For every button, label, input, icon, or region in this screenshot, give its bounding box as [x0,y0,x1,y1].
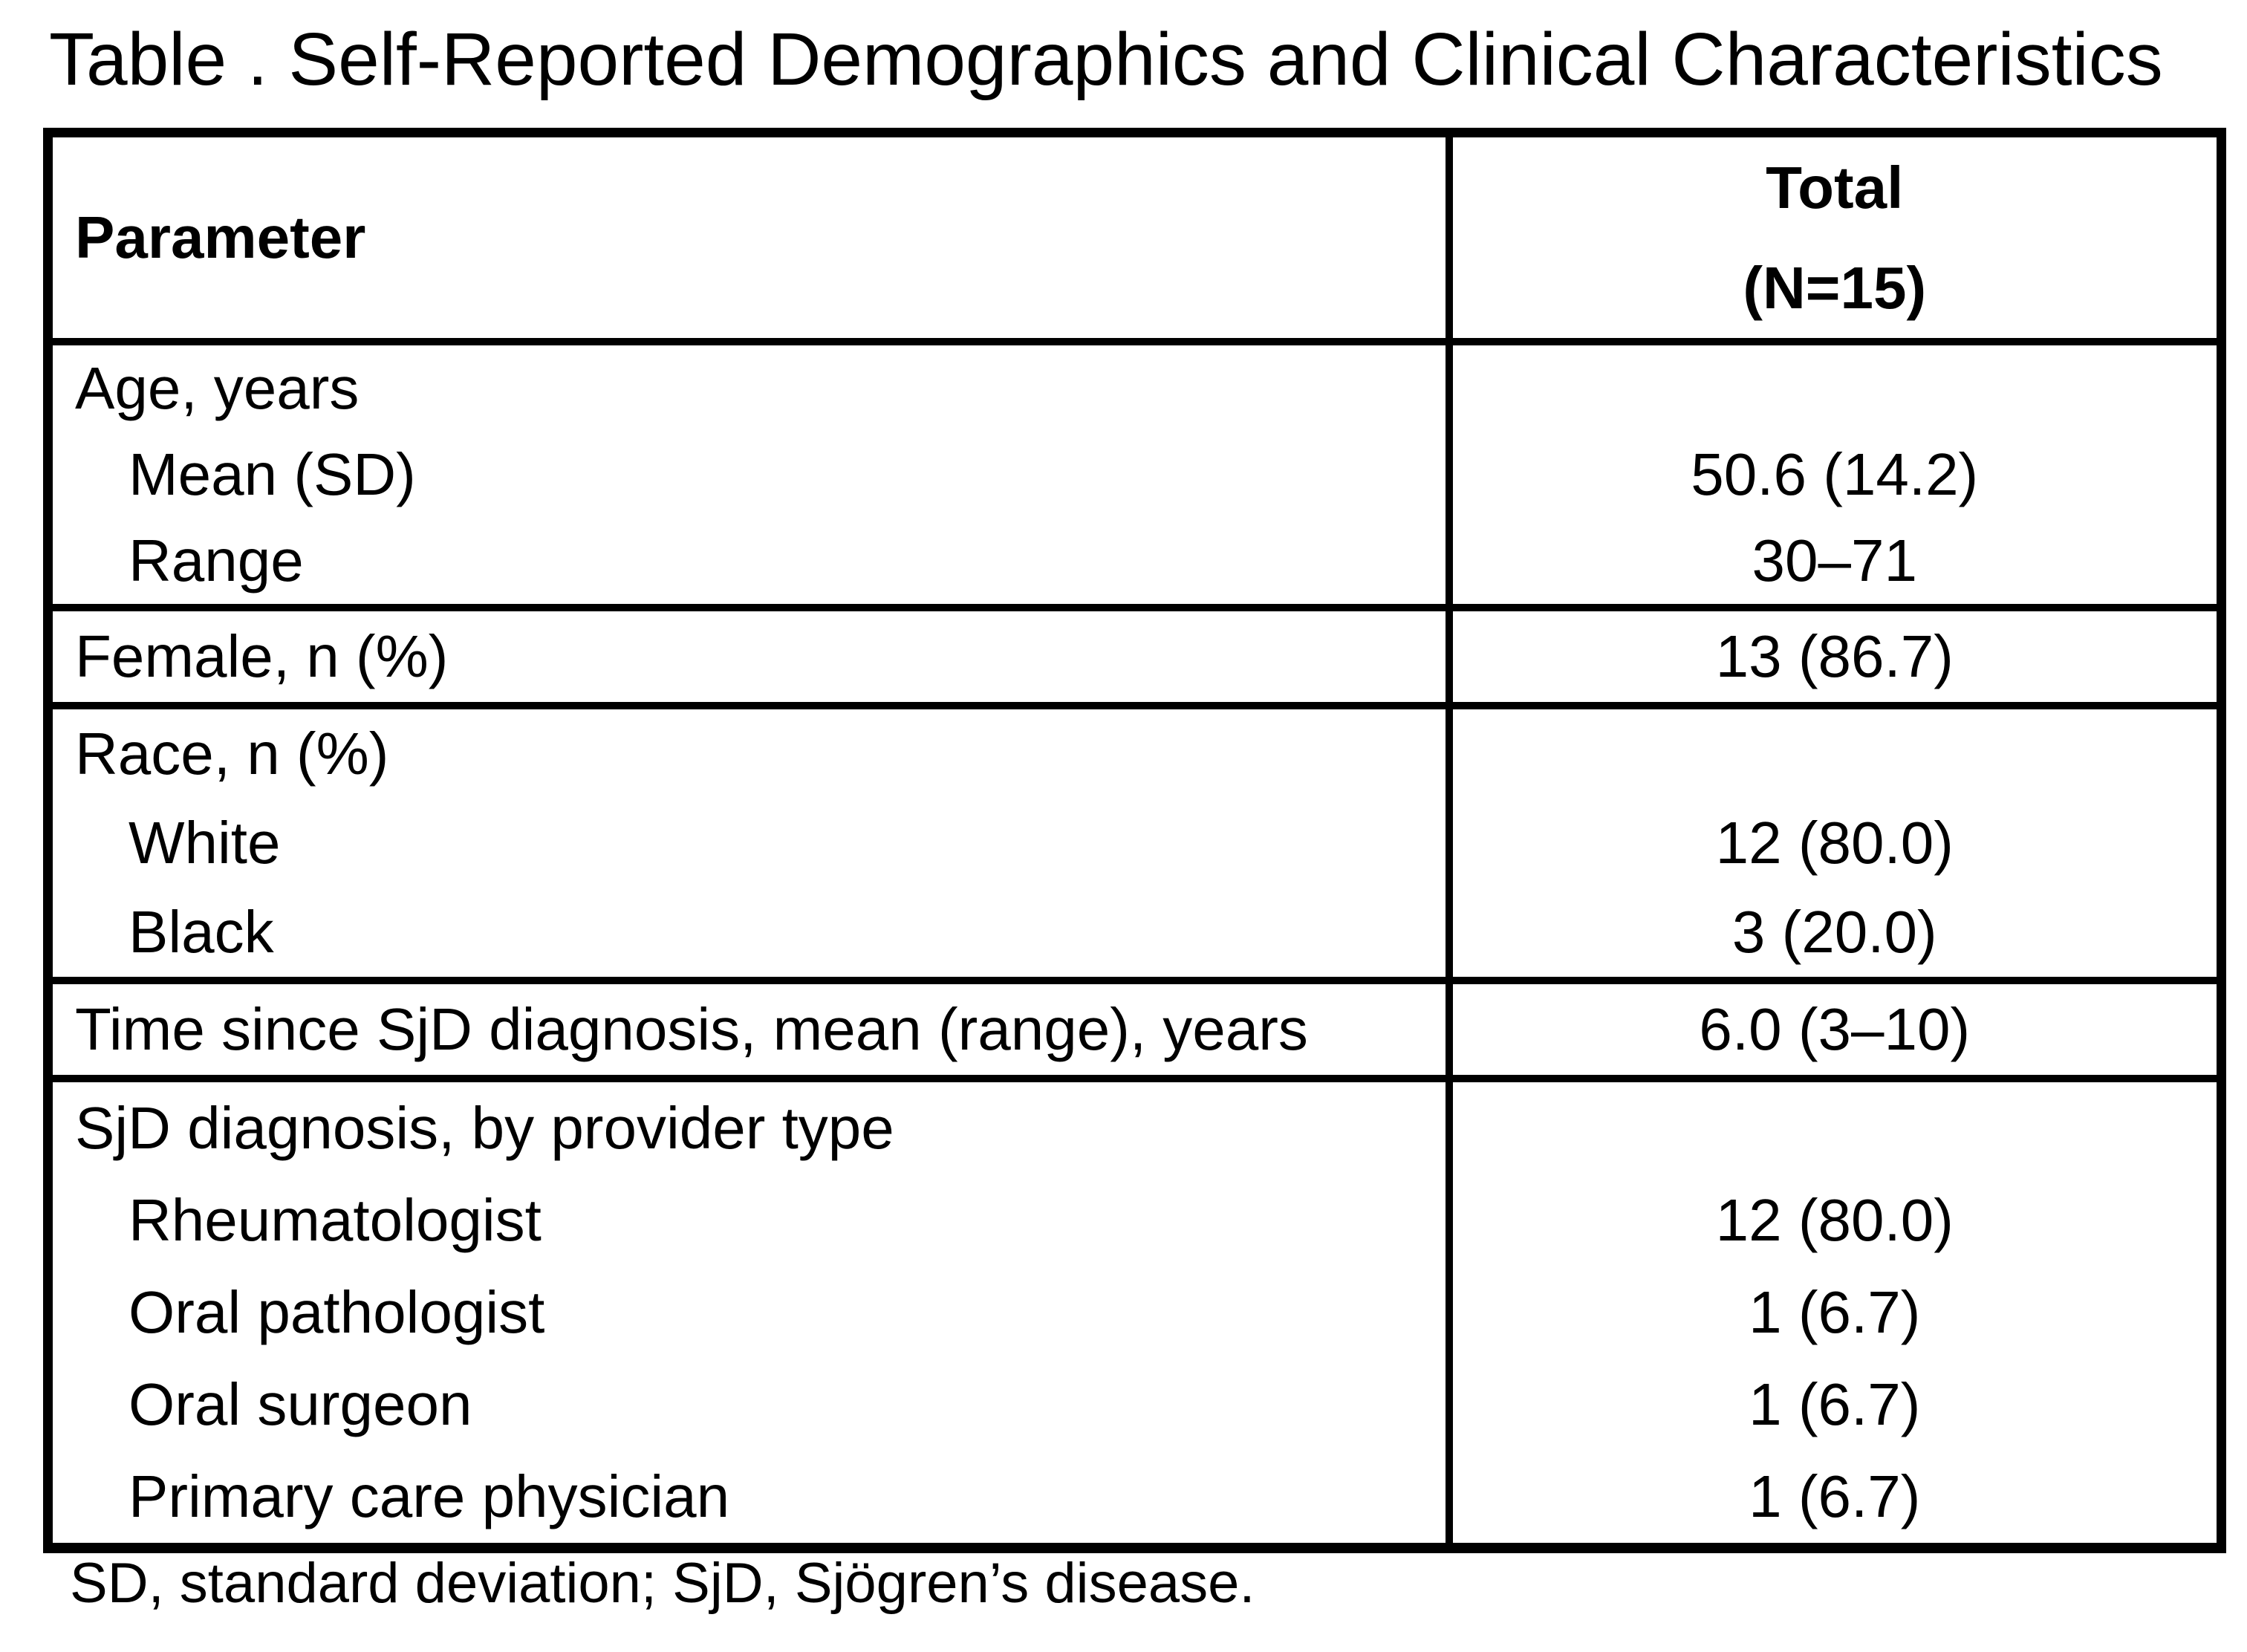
header-total-label: Total [1766,155,1904,221]
value-line [1457,713,2214,799]
table-row-time-since-diagnosis: Time since SjD diagnosis, mean (range), … [44,977,2225,1082]
time-param-cell: Time since SjD diagnosis, mean (range), … [44,977,1453,1082]
param-line: Age, years [75,355,360,421]
param-line: White [129,810,281,876]
table-row-race: Race, n (%) White Black 12 (80.0) 3 (20.… [44,702,2225,984]
demographics-table: Parameter Total (N=15) Age, years Mean (… [43,128,2226,1553]
header-parameter-cell: Parameter [44,129,1453,345]
param-line: Time since SjD diagnosis, mean (range), … [75,996,1308,1062]
table-row-age: Age, years Mean (SD) Range 50.6 (14.2) 3… [44,338,2225,611]
table-row-female: Female, n (%) 13 (86.7) [44,604,2225,709]
age-param-cell: Age, years Mean (SD) Range [44,338,1453,611]
value-line: 3 (20.0) [1731,899,1937,965]
value-line: 1 (6.7) [1749,1463,1921,1529]
header-total-n-label: (N=15) [1743,255,1927,321]
race-param-cell: Race, n (%) White Black [44,702,1453,984]
value-line: 12 (80.0) [1715,810,1954,876]
param-line: Mean (SD) [129,441,416,507]
param-line: Range [129,527,304,594]
param-line: Female, n (%) [75,623,449,689]
female-param-cell: Female, n (%) [44,604,1453,709]
param-line: SjD diagnosis, by provider type [75,1095,894,1161]
value-line: 50.6 (14.2) [1691,441,1979,507]
param-line: Black [129,899,274,965]
provider-value-cell: 12 (80.0) 1 (6.7) 1 (6.7) 1 (6.7) [1445,1075,2225,1553]
table-footnote: SD, standard deviation; SjD, Sjögren’s d… [70,1552,1255,1615]
age-value-cell: 50.6 (14.2) 30–71 [1445,338,2225,611]
param-line: Oral surgeon [129,1371,472,1437]
param-line: Oral pathologist [129,1279,545,1345]
header-parameter-label: Parameter [75,204,366,270]
value-line: 6.0 (3–10) [1699,996,1971,1062]
female-value-cell: 13 (86.7) [1445,604,2225,709]
table-row-provider-type: SjD diagnosis, by provider type Rheumato… [44,1075,2225,1553]
value-line: 1 (6.7) [1749,1279,1921,1345]
value-line: 13 (86.7) [1715,623,1954,689]
param-line: Rheumatologist [129,1187,542,1253]
race-value-cell: 12 (80.0) 3 (20.0) [1445,702,2225,984]
param-line: Primary care physician [129,1463,730,1529]
value-line [1457,349,2214,432]
provider-param-cell: SjD diagnosis, by provider type Rheumato… [44,1075,1453,1553]
header-total-cell: Total (N=15) [1445,129,2225,345]
param-line: Race, n (%) [75,721,389,787]
header-row: Parameter Total (N=15) [44,129,2225,345]
value-line [1457,1086,2214,1174]
table-title: Table . Self-Reported Demographics and C… [49,18,2163,101]
value-line: 12 (80.0) [1715,1187,1954,1253]
value-line: 30–71 [1752,527,1917,594]
value-line: 1 (6.7) [1749,1371,1921,1437]
time-value-cell: 6.0 (3–10) [1445,977,2225,1082]
